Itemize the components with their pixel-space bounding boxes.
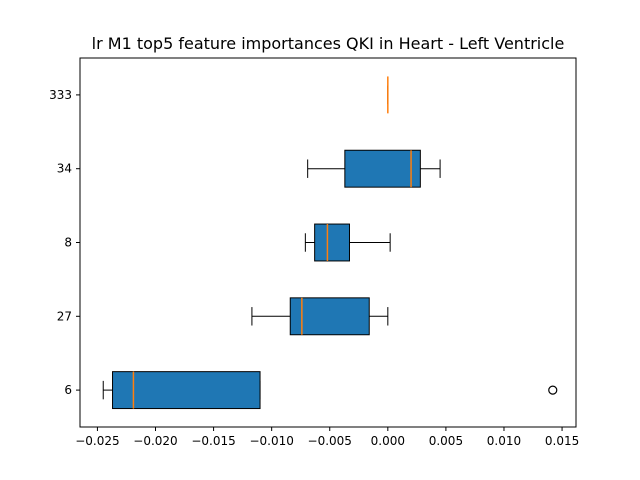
x-tick-label: 0.005 bbox=[429, 434, 463, 448]
chart-title: lr M1 top5 feature importances QKI in He… bbox=[92, 34, 565, 53]
box-6 bbox=[112, 371, 261, 410]
x-tick-label: −0.020 bbox=[133, 434, 177, 448]
x-tick-label: 0.000 bbox=[371, 434, 405, 448]
x-tick-label: −0.005 bbox=[308, 434, 352, 448]
box-27 bbox=[289, 297, 370, 336]
y-tick-label: 27 bbox=[57, 309, 72, 323]
y-tick-label: 34 bbox=[57, 162, 72, 176]
plot-area: −0.025 −0.020 −0.015 −0.010 −0.005 0.000 0.005… bbox=[49, 57, 579, 448]
x-tick-label: 0.010 bbox=[487, 434, 521, 448]
x-tick-label: −0.025 bbox=[75, 434, 119, 448]
y-tick-label: 8 bbox=[64, 236, 72, 250]
box-34 bbox=[344, 149, 421, 188]
x-tick-label: −0.010 bbox=[249, 434, 293, 448]
x-tick-label: −0.015 bbox=[191, 434, 235, 448]
box-8 bbox=[314, 223, 350, 262]
y-tick-label: 6 bbox=[64, 383, 72, 397]
y-tick-label: 333 bbox=[49, 88, 72, 102]
flier-6-0 bbox=[548, 385, 558, 395]
x-tick-label: 0.015 bbox=[545, 434, 579, 448]
